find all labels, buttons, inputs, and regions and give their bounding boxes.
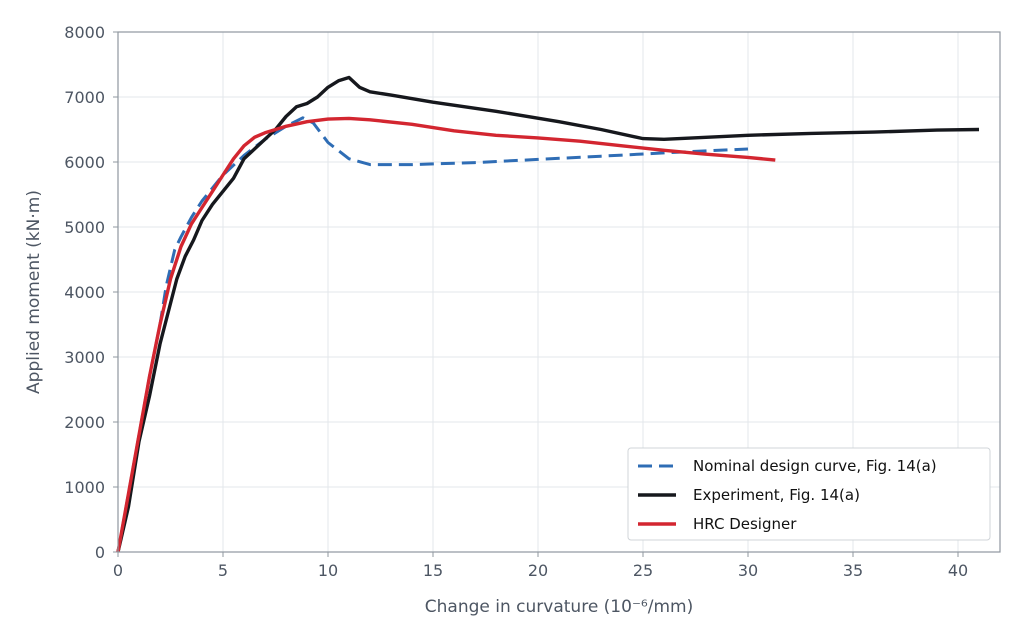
y-axis-label: Applied moment (kN·m) [24,190,44,394]
legend-label: Experiment, Fig. 14(a) [693,486,860,504]
y-tick-label: 2000 [64,413,105,432]
y-tick-label: 7000 [64,88,105,107]
x-axis-label: Change in curvature (10⁻⁶/mm) [425,597,693,617]
legend: Nominal design curve, Fig. 14(a) Experime… [627,447,991,541]
x-tick-label: 5 [218,561,228,580]
y-tick-label: 4000 [64,283,105,302]
y-tick-label: 3000 [64,348,105,367]
x-tick-label: 35 [843,561,863,580]
y-tick-label: 6000 [64,153,105,172]
y-tick-label: 5000 [64,218,105,237]
y-tick-label: 0 [95,543,105,562]
x-tick-label: 0 [113,561,123,580]
legend-entries: Nominal design curve, Fig. 14(a) Experime… [638,457,937,533]
x-tick-label: 15 [423,561,443,580]
x-tick-label: 10 [318,561,338,580]
legend-box [627,447,991,541]
x-tick-label: 30 [738,561,758,580]
series-lines [116,75,980,553]
x-tick-label: 40 [948,561,968,580]
series-line-hrc-designer [116,116,776,553]
legend-label: HRC Designer [693,515,797,533]
y-tick-label: 1000 [64,478,105,497]
x-tick-label: 20 [528,561,548,580]
x-tick-label: 25 [633,561,653,580]
series-line-experiment-fig-14-a [116,75,980,553]
legend-label: Nominal design curve, Fig. 14(a) [693,457,937,475]
y-tick-label: 8000 [64,23,105,42]
axis-ticks: 0 5 10 15 20 25 30 35 40 0 1000 2000 3000 4000 5000 600… [64,23,968,580]
